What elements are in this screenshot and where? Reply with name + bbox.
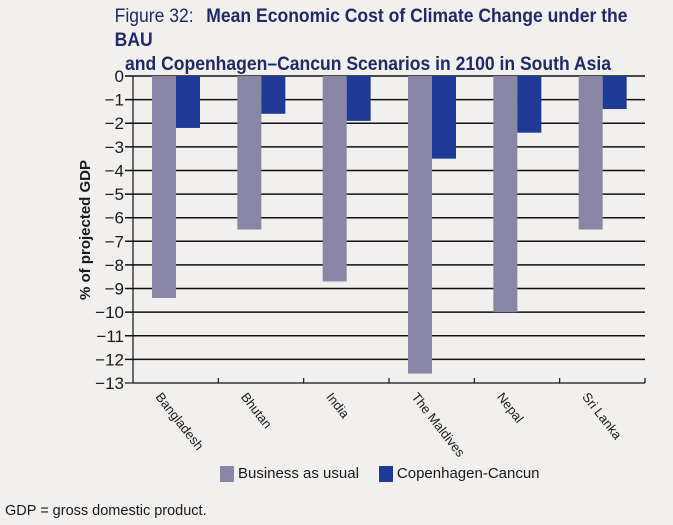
y-tick-label: −10 bbox=[95, 303, 124, 322]
bar-copenhagen-cancun bbox=[602, 76, 627, 110]
y-axis-label: % of projected GDP bbox=[77, 160, 94, 300]
x-category-label: Sri Lanka bbox=[579, 390, 625, 443]
y-tick-label: −2 bbox=[105, 114, 124, 133]
axes bbox=[125, 76, 646, 384]
bar-bau bbox=[493, 76, 518, 313]
bar-copenhagen-cancun bbox=[261, 76, 286, 114]
y-tick-label: −13 bbox=[95, 374, 124, 393]
legend: Business as usual Copenhagen-Cancun bbox=[220, 465, 560, 482]
title-line-2: and Copenhagen–Cancun Scenarios in 2100 … bbox=[124, 53, 611, 75]
legend-item-cc: Copenhagen-Cancun bbox=[378, 465, 540, 482]
legend-swatch-cc bbox=[378, 465, 393, 482]
x-category-label: Bhutan bbox=[238, 390, 275, 432]
y-tick-label: −3 bbox=[105, 138, 124, 157]
x-category-labels: Bangladesh Bhutan India The Maldives Nepal Sr… bbox=[153, 390, 626, 461]
bar-bau bbox=[237, 76, 262, 230]
y-tick-label: −7 bbox=[105, 232, 124, 251]
title-line-1: Mean Economic Cost of Climate Change und… bbox=[114, 5, 628, 51]
bar-copenhagen-cancun bbox=[432, 76, 456, 159]
y-tick-label: −11 bbox=[96, 327, 124, 346]
y-tick-label: −8 bbox=[105, 256, 124, 275]
legend-label-cc: Copenhagen-Cancun bbox=[396, 465, 540, 482]
bar-bau bbox=[322, 76, 347, 282]
bar-chart: 0 −1 −2 −3 −4 −5 −6 −7 −8 −9 −10 −11 −12 −13 Banglade… bbox=[77, 67, 646, 461]
x-category-label: Nepal bbox=[494, 390, 527, 426]
y-tick-label: −4 bbox=[105, 161, 124, 180]
x-category-label: Bangladesh bbox=[153, 390, 207, 453]
y-tick-label: 0 bbox=[115, 67, 124, 86]
bar-bau bbox=[152, 76, 176, 298]
x-category-label: The Maldives bbox=[409, 390, 469, 461]
y-tick-label: −9 bbox=[105, 280, 124, 299]
bars bbox=[152, 76, 627, 374]
x-category-label: India bbox=[323, 390, 353, 422]
legend-swatch-bau bbox=[220, 465, 234, 482]
y-tick-label: −6 bbox=[105, 209, 124, 228]
gridlines bbox=[125, 75, 645, 361]
y-tick-label: −1 bbox=[105, 91, 124, 110]
bar-bau bbox=[408, 76, 432, 374]
legend-label-bau: Business as usual bbox=[238, 465, 359, 482]
y-tick-label: −5 bbox=[105, 185, 124, 204]
legend-item-bau: Business as usual bbox=[220, 465, 359, 482]
figure-number: Figure 32: bbox=[114, 5, 194, 27]
bar-copenhagen-cancun bbox=[517, 76, 542, 133]
footnote: GDP = gross domestic product. bbox=[5, 503, 207, 519]
chart-title: Figure 32: Mean Economic Cost of Climate … bbox=[34, 4, 640, 76]
y-tick-labels: 0 −1 −2 −3 −4 −5 −6 −7 −8 −9 −10 −11 −12 −13 bbox=[95, 67, 124, 393]
y-tick-label: −12 bbox=[95, 350, 124, 369]
bar-copenhagen-cancun bbox=[176, 76, 200, 128]
bar-bau bbox=[578, 76, 603, 230]
bar-copenhagen-cancun bbox=[346, 76, 371, 121]
